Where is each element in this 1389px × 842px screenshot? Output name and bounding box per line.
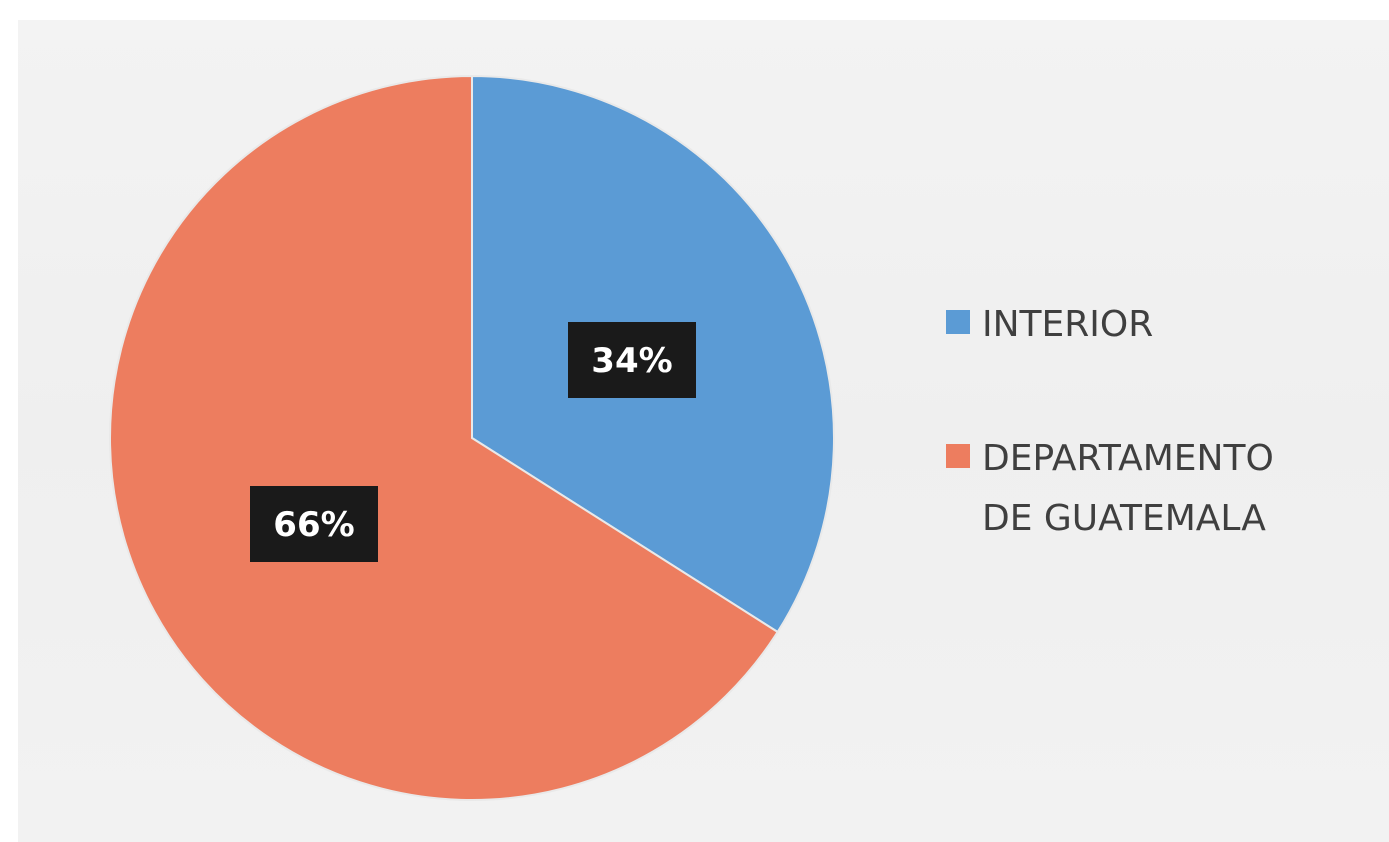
legend-label: INTERIOR xyxy=(982,304,1153,345)
legend-item-departamento-de-guatemala: DEPARTAMENTO DE GUATEMALA xyxy=(946,438,1274,539)
legend: INTERIOR DEPARTAMENTO DE GUATEMALA xyxy=(946,304,1274,539)
data-label-box xyxy=(250,486,378,562)
legend-swatch xyxy=(946,310,970,334)
pie-slices xyxy=(109,74,835,801)
legend-label: DE GUATEMALA xyxy=(982,498,1266,539)
legend-label: DEPARTAMENTO xyxy=(982,438,1274,479)
legend-swatch xyxy=(946,444,970,468)
data-label-text: 34% xyxy=(591,341,672,381)
pie-data-labels: 34% 66% xyxy=(250,322,696,562)
data-label-text: 66% xyxy=(273,505,354,545)
data-label-box xyxy=(568,322,696,398)
data-label-departamento-de-guatemala: 66% xyxy=(250,486,378,562)
pie-slice-departamento-de-guatemala xyxy=(109,74,780,801)
data-label-interior: 34% xyxy=(568,322,696,398)
legend-item-interior: INTERIOR xyxy=(946,304,1153,345)
